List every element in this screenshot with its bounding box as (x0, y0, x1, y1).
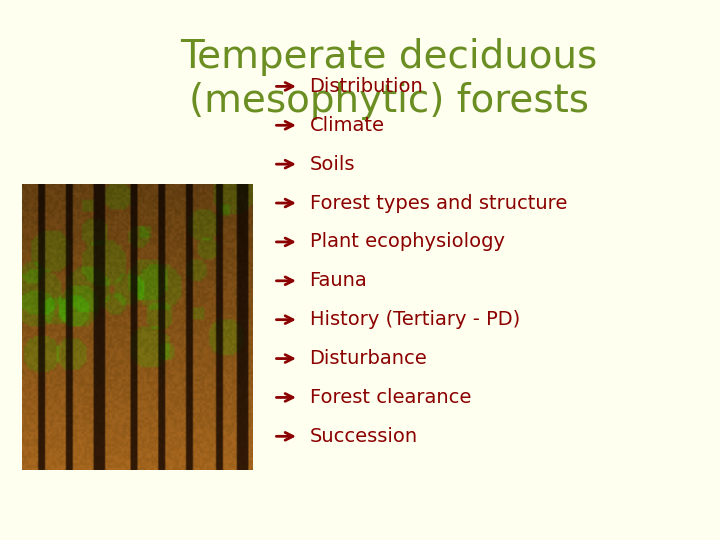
Text: Forest clearance: Forest clearance (310, 388, 471, 407)
Text: Fauna: Fauna (310, 271, 367, 291)
Text: Distribution: Distribution (310, 77, 423, 96)
Text: Forest types and structure: Forest types and structure (310, 193, 567, 213)
Text: Soils: Soils (310, 154, 355, 174)
Text: History (Tertiary - PD): History (Tertiary - PD) (310, 310, 520, 329)
Text: Succession: Succession (310, 427, 418, 446)
Text: Temperate deciduous
(mesophytic) forests: Temperate deciduous (mesophytic) forests (180, 38, 598, 120)
Text: Climate: Climate (310, 116, 384, 135)
Text: Disturbance: Disturbance (310, 349, 428, 368)
Text: Plant ecophysiology: Plant ecophysiology (310, 232, 505, 252)
